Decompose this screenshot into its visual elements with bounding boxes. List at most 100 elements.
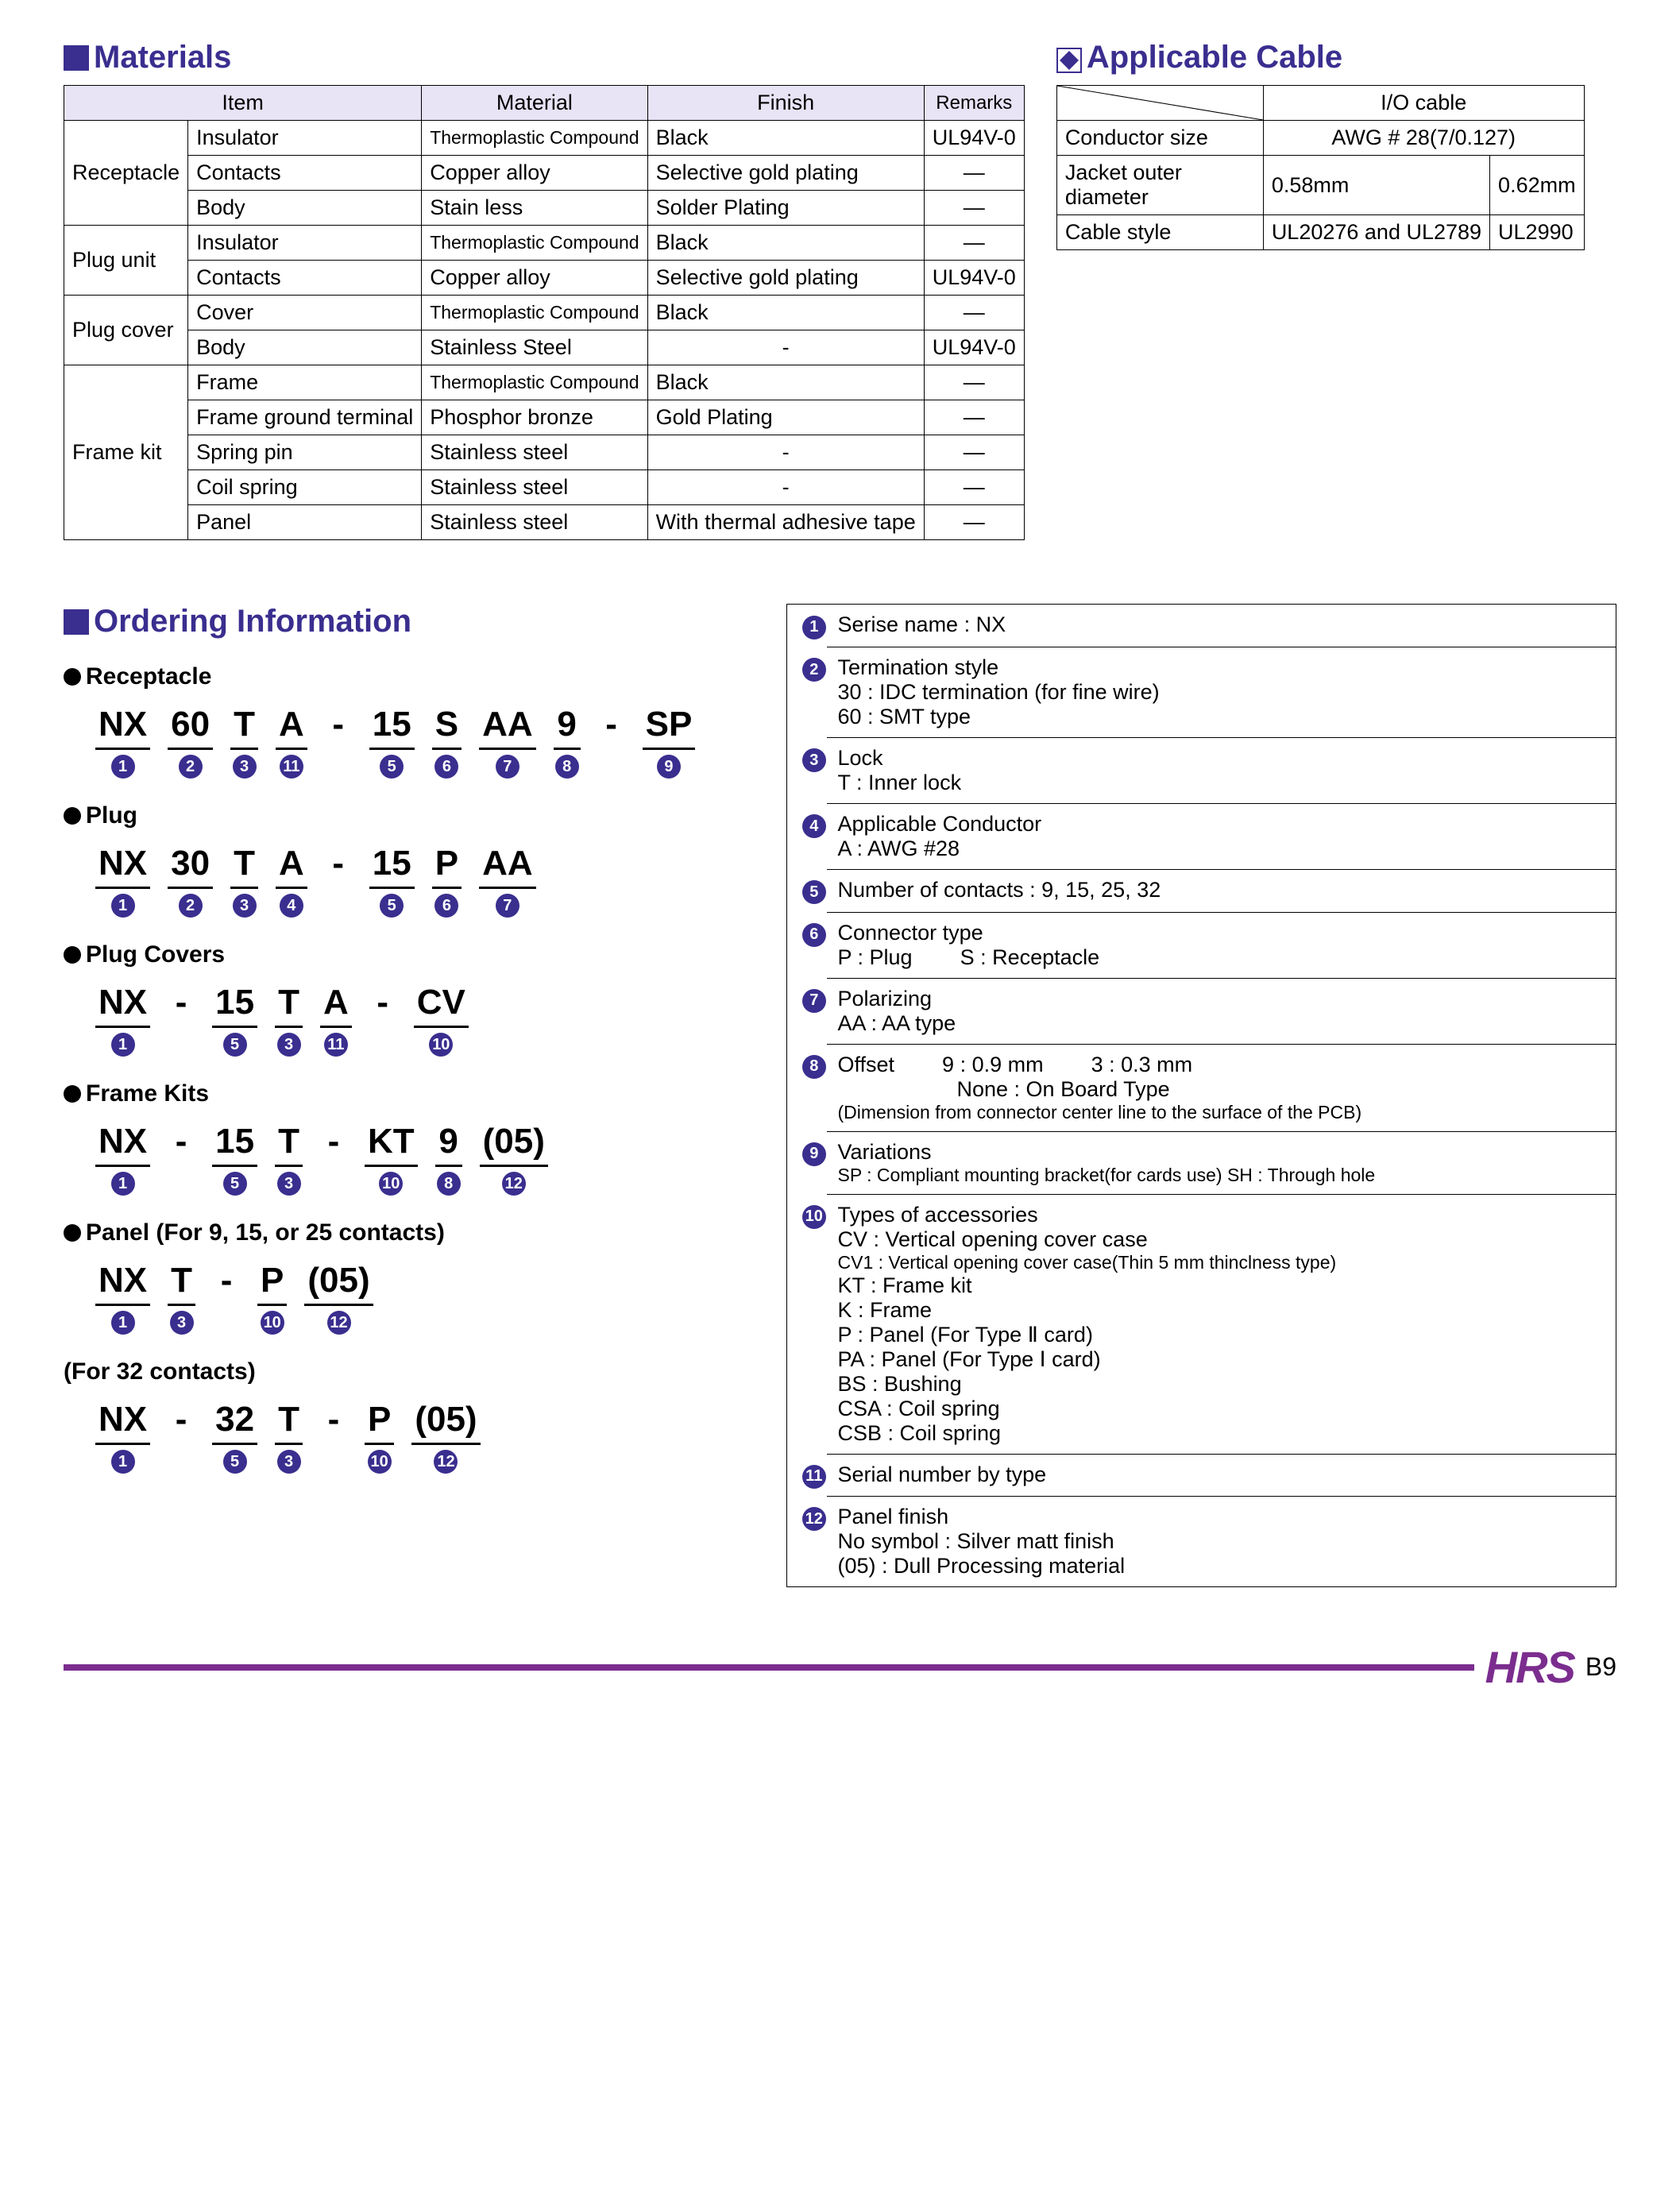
segment-number-icon: 11	[280, 755, 303, 779]
segment-code: T	[230, 705, 258, 750]
code-segment: (05) 12	[411, 1400, 480, 1474]
segment-code: P	[365, 1400, 394, 1445]
segment-number-icon: 12	[434, 1450, 458, 1474]
footer-bar	[64, 1664, 1474, 1671]
material-cell: Copper alloy	[422, 261, 647, 296]
legend-note: (Dimension from connector center line to…	[838, 1102, 1605, 1123]
legend-text: Termination style	[838, 655, 1605, 680]
material-cell: Copper alloy	[422, 156, 647, 191]
legend-text: CSB : Coil spring	[838, 1421, 1605, 1446]
legend-text: No symbol : Silver matt finish	[838, 1529, 1605, 1554]
legend-number-icon: 5	[802, 880, 826, 904]
segment-number-icon: 5	[380, 894, 404, 918]
legend-content-cell: Applicable ConductorA : AWG #28	[827, 804, 1616, 870]
legend-text: Connector type	[838, 921, 1605, 945]
col-material: Material	[422, 86, 647, 121]
cable-value: UL20276 and UL2789	[1263, 215, 1489, 250]
cable-title: Applicable Cable	[1056, 40, 1585, 75]
segment-code: P	[257, 1261, 287, 1306]
item-cell: Panel	[188, 505, 422, 540]
segment-number-icon: 8	[555, 755, 579, 779]
segment-code: NX	[95, 1400, 150, 1445]
legend-number-cell: 10	[787, 1194, 827, 1454]
ordering-subheading: Frame Kits	[64, 1080, 747, 1107]
segment-code: -	[598, 705, 625, 750]
cable-value: 0.62mm	[1490, 156, 1585, 215]
code-segment: NX1	[95, 844, 150, 918]
diamond-icon	[1056, 45, 1082, 71]
subheading-text: Panel (For 9, 15, or 25 contacts)	[86, 1219, 445, 1246]
segment-number-icon: 1	[111, 1311, 135, 1335]
legend-content-cell: Termination style30 : IDC termination (f…	[827, 647, 1616, 738]
segment-number-icon: 5	[223, 1172, 247, 1196]
segment-number-icon: 1	[111, 1450, 135, 1474]
legend-text: Number of contacts : 9, 15, 25, 32	[838, 878, 1605, 902]
code-segment: 155	[369, 844, 415, 918]
segment-number-icon: 3	[233, 755, 257, 779]
footer-page: B9	[1585, 1652, 1616, 1682]
segment-number-icon: 3	[277, 1033, 301, 1057]
subheading-text: Plug Covers	[86, 941, 225, 968]
segment-code: (05)	[411, 1400, 480, 1445]
dash-segment: -	[168, 1400, 195, 1474]
legend-text: Offset	[838, 1053, 895, 1077]
subheading-text: Frame Kits	[86, 1080, 209, 1107]
segment-code: (05)	[304, 1261, 373, 1306]
bullet-icon	[64, 807, 81, 825]
legend-number-icon: 12	[802, 1507, 826, 1531]
legend-text: CSA : Coil spring	[838, 1397, 1605, 1421]
segment-code: 30	[168, 844, 213, 889]
code-segment: CV10	[414, 983, 469, 1057]
finish-cell: -	[647, 330, 924, 365]
col-item: Item	[64, 86, 422, 121]
legend-text: BS : Bushing	[838, 1372, 1605, 1397]
footer-logo: HRS	[1485, 1641, 1574, 1693]
segment-number-icon: 12	[327, 1311, 351, 1335]
segment-code: T	[230, 844, 258, 889]
segment-number-icon: 10	[379, 1172, 403, 1196]
legend-number-cell: 7	[787, 978, 827, 1044]
code-segment: A11	[276, 705, 307, 779]
ordering-title-text: Ordering Information	[94, 604, 411, 639]
remarks-cell: —	[924, 156, 1024, 191]
dash-segment: -	[320, 1122, 347, 1196]
legend-inline: P : PlugS : Receptacle	[838, 945, 1605, 970]
page-footer: HRS B9	[64, 1635, 1616, 1693]
legend-number-cell: 2	[787, 647, 827, 738]
segment-code: -	[369, 983, 396, 1028]
remarks-cell: —	[924, 400, 1024, 435]
item-cell: Cover	[188, 296, 422, 330]
segment-code: -	[325, 844, 352, 889]
code-segment: 155	[212, 983, 257, 1057]
cable-table: I/O cable Conductor sizeAWG # 28(7/0.127…	[1056, 85, 1585, 250]
code-segment: T3	[230, 705, 258, 779]
code-segment: NX1	[95, 705, 150, 779]
legend-number-icon: 3	[802, 748, 826, 772]
segment-code: (05)	[480, 1122, 548, 1167]
legend-content-cell: Panel finishNo symbol : Silver matt fini…	[827, 1497, 1616, 1587]
item-cell: Frame ground terminal	[188, 400, 422, 435]
legend-text: Serial number by type	[838, 1463, 1605, 1487]
item-cell: Insulator	[188, 226, 422, 261]
legend-number-icon: 6	[802, 923, 826, 947]
segment-code: A	[320, 983, 352, 1028]
code-segment: P10	[365, 1400, 394, 1474]
legend-text: Applicable Conductor	[838, 812, 1605, 837]
legend-text: K : Frame	[838, 1298, 1605, 1323]
code-segment: SP9	[643, 705, 696, 779]
material-cell: Thermoplastic Compound	[422, 296, 647, 330]
segment-code: KT	[365, 1122, 418, 1167]
legend-content-cell: Serial number by type	[827, 1454, 1616, 1497]
cable-header: I/O cable	[1263, 86, 1584, 121]
part-number-line: NX1T3-P10(05)12	[95, 1261, 747, 1335]
segment-number-icon: 1	[111, 894, 135, 918]
legend-text: 60 : SMT type	[838, 705, 1605, 729]
segment-number-icon: 1	[111, 755, 135, 779]
legend-number-cell: 11	[787, 1454, 827, 1497]
segment-code: 60	[168, 705, 213, 750]
segment-number-icon: 4	[280, 894, 303, 918]
legend-text: PA : Panel (For Type Ⅰ card)	[838, 1347, 1605, 1372]
code-segment: A4	[276, 844, 307, 918]
remarks-cell: —	[924, 191, 1024, 226]
code-segment: T3	[230, 844, 258, 918]
